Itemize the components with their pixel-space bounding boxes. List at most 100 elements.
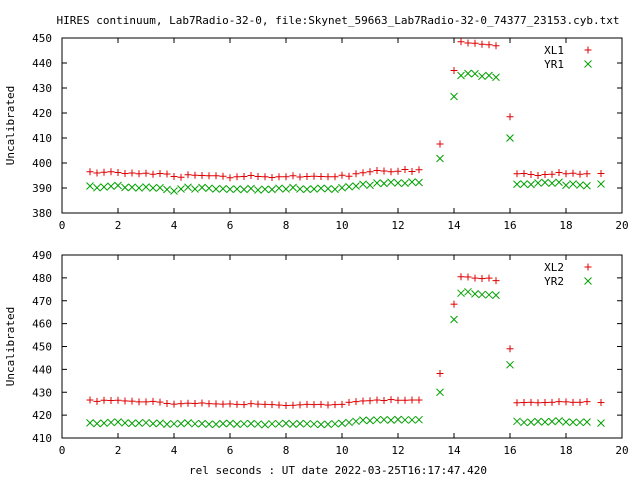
- data-point-yr2: [387, 416, 395, 425]
- data-point-yr2: [93, 419, 101, 428]
- data-point-xl1: [156, 170, 164, 177]
- data-point-xl1: [401, 166, 409, 173]
- data-point-xl1: [310, 172, 318, 180]
- data-point-yr2: [268, 419, 276, 428]
- data-point-yr2: [471, 290, 479, 298]
- data-point-yr2: [163, 420, 171, 429]
- data-point-xl2: [583, 398, 591, 406]
- legend-label: XL2: [544, 261, 564, 274]
- data-point-xl2: [478, 275, 486, 283]
- y-tick-label: 460: [32, 318, 52, 331]
- data-point-xl1: [597, 170, 605, 177]
- data-point-xl2: [471, 274, 479, 282]
- data-point-xl1: [100, 168, 108, 176]
- data-point-xl2: [114, 396, 122, 404]
- y-tick-label: 450: [32, 32, 52, 45]
- data-point-yr1: [436, 154, 444, 163]
- data-point-xl1: [457, 38, 465, 46]
- data-point-xl1: [135, 170, 143, 178]
- data-point-yr2: [303, 419, 311, 428]
- data-point-yr2: [527, 418, 535, 427]
- data-point-xl1: [345, 172, 353, 180]
- data-point-yr1: [184, 183, 192, 192]
- data-point-xl1: [492, 42, 500, 50]
- data-point-xl2: [254, 400, 262, 408]
- data-point-xl1: [408, 168, 416, 175]
- data-point-xl1: [387, 168, 395, 176]
- data-point-xl1: [541, 171, 549, 178]
- x-tick-label: 6: [227, 444, 234, 457]
- x-tick-label: 10: [335, 219, 348, 232]
- data-point-xl1: [128, 169, 136, 177]
- data-point-xl2: [513, 399, 521, 407]
- data-point-xl1: [520, 170, 528, 177]
- data-point-yr2: [485, 290, 493, 299]
- data-point-xl1: [324, 173, 332, 181]
- data-point-yr2: [128, 419, 136, 428]
- data-point-yr2: [282, 419, 290, 428]
- data-point-xl1: [373, 167, 381, 174]
- data-point-xl2: [450, 300, 458, 308]
- data-point-yr1: [226, 185, 234, 194]
- x-tick-label: 4: [171, 444, 178, 457]
- data-point-xl1: [534, 172, 542, 179]
- data-point-yr1: [149, 184, 157, 192]
- data-point-yr1: [240, 185, 248, 194]
- x-tick-label: 14: [447, 219, 461, 232]
- data-point-yr1: [352, 182, 360, 190]
- data-point-xl2: [121, 397, 129, 405]
- data-point-xl1: [275, 173, 283, 181]
- x-tick-label: 6: [227, 219, 234, 232]
- data-point-yr2: [324, 420, 332, 429]
- data-point-yr2: [562, 418, 570, 426]
- data-point-xl1: [177, 173, 185, 181]
- data-point-xl1: [576, 170, 584, 178]
- data-point-yr2: [177, 419, 185, 428]
- data-point-yr1: [289, 183, 297, 192]
- data-point-yr1: [373, 179, 381, 187]
- data-point-xl2: [261, 400, 269, 408]
- data-point-yr1: [464, 69, 472, 78]
- data-point-yr2: [345, 418, 353, 427]
- data-point-xl2: [366, 397, 374, 405]
- x-tick-label: 4: [171, 219, 178, 232]
- data-point-yr2: [184, 419, 192, 427]
- data-point-yr1: [408, 178, 416, 186]
- data-point-xl1: [282, 173, 290, 181]
- data-point-yr2: [275, 419, 283, 428]
- data-point-xl1: [471, 39, 479, 47]
- data-point-xl2: [289, 401, 297, 409]
- data-point-xl1: [261, 173, 269, 181]
- data-point-yr2: [261, 420, 269, 429]
- legend-label: XL1: [544, 44, 564, 57]
- data-point-xl1: [121, 170, 129, 177]
- data-point-yr2: [233, 420, 241, 429]
- data-point-xl1: [170, 173, 178, 180]
- data-point-xl1: [184, 171, 192, 179]
- data-point-yr2: [156, 419, 164, 427]
- bottom-panel: 0 2 4 6 8 10 12 14 16 18 20 410 420 430 440 450 460 470 48…: [4, 249, 629, 457]
- x-tick-label: 16: [503, 219, 516, 232]
- data-point-xl2: [331, 401, 339, 409]
- data-point-yr1: [205, 184, 213, 193]
- x-tick-label: 8: [283, 219, 290, 232]
- data-point-xl2: [86, 396, 94, 404]
- data-point-yr1: [576, 181, 584, 189]
- data-point-yr1: [555, 178, 563, 187]
- data-point-xl1: [464, 39, 472, 47]
- data-point-xl1: [478, 40, 486, 48]
- data-point-xl1: [527, 171, 535, 178]
- x-axis-label: rel seconds : UT date 2022-03-25T16:17:4…: [189, 464, 487, 477]
- x-tick-label: 0: [59, 444, 66, 457]
- data-point-xl1: [240, 173, 248, 180]
- data-point-yr1: [527, 180, 535, 189]
- data-point-xl1: [226, 174, 234, 182]
- data-point-yr2: [317, 420, 325, 429]
- data-point-yr2: [114, 418, 122, 426]
- data-point-xl2: [100, 396, 108, 404]
- data-point-yr1: [366, 181, 374, 190]
- data-point-yr2: [149, 419, 157, 428]
- data-point-xl2: [394, 396, 402, 404]
- data-point-yr2: [569, 418, 577, 427]
- data-point-yr1: [317, 184, 325, 193]
